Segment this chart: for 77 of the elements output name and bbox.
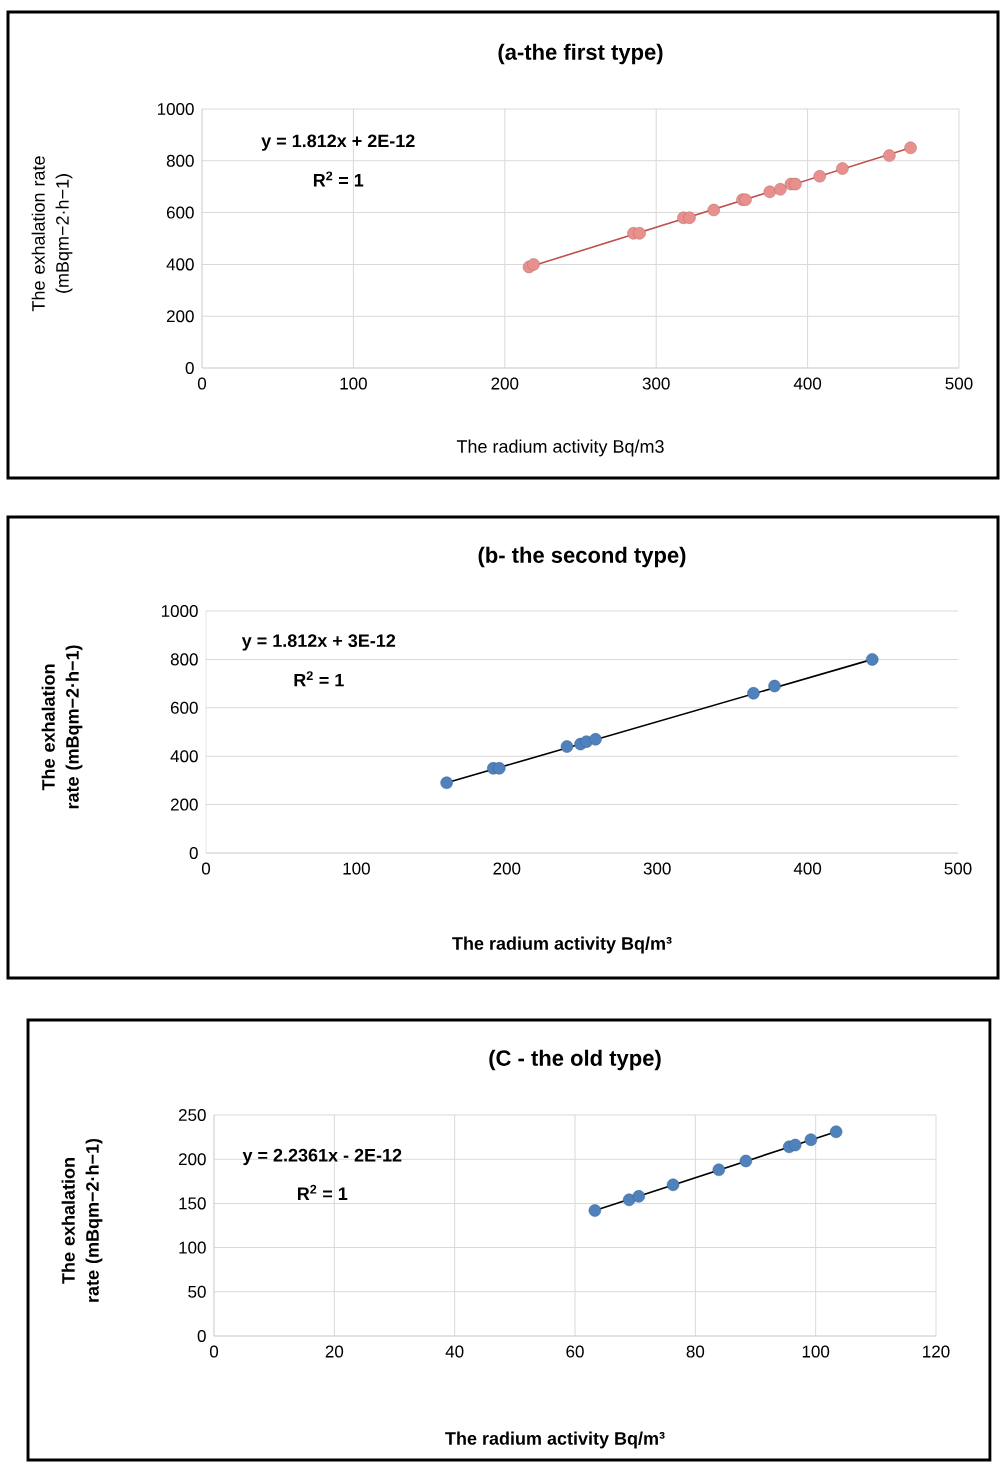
y-axis-title: The exhalation rate (mBqm−2·h−1): [31, 156, 73, 312]
point: [747, 687, 760, 700]
x-axis-title: The radium activity Bq/m³: [445, 1431, 665, 1449]
chart-title: (b- the second type): [478, 546, 686, 568]
y-tick-label: 600: [166, 206, 194, 219]
annotation: y = 2.2361x - 2E-12: [242, 1148, 402, 1166]
point: [829, 1125, 843, 1138]
x-tick-label: 120: [923, 1345, 950, 1358]
point: [763, 185, 776, 199]
y-tick-label: 1000: [161, 604, 198, 618]
annotation: R$^{2}$ = 1: [313, 171, 364, 187]
point: [683, 211, 696, 224]
point: [789, 1138, 802, 1152]
y-tick-label: 600: [170, 701, 198, 714]
x-tick-label: 40: [445, 1345, 464, 1358]
y-tick-label: 100: [179, 1241, 206, 1254]
point: [589, 733, 602, 746]
x-tick-label: 100: [343, 862, 370, 875]
y-tick-label: 150: [179, 1197, 206, 1210]
point: [883, 149, 896, 162]
x-tick-label: 500: [945, 377, 973, 390]
point: [836, 162, 849, 175]
y-tick-label: 0: [197, 1329, 206, 1343]
x-tick-label: 300: [643, 862, 671, 875]
x-tick-label: 200: [491, 377, 519, 390]
point: [527, 258, 540, 271]
x-tick-label: 0: [209, 1345, 219, 1358]
point: [622, 1193, 636, 1207]
point: [866, 653, 879, 666]
chart-title: (a-the first type): [498, 43, 663, 65]
y-tick-label: 200: [178, 1153, 206, 1166]
x-tick-label: 20: [325, 1345, 344, 1358]
x-tick-label: 300: [642, 377, 670, 390]
x-tick-label: 200: [493, 862, 521, 875]
x-tick-label: 60: [566, 1345, 584, 1358]
x-tick-label: 100: [802, 1345, 830, 1358]
point: [739, 1154, 753, 1168]
x-tick-label: 100: [340, 377, 367, 390]
point: [666, 1178, 680, 1192]
y-tick-label: 0: [185, 361, 194, 375]
point: [493, 762, 506, 775]
y-tick-label: 1000: [157, 102, 194, 116]
y-tick-label: 200: [170, 798, 198, 811]
y-axis-title: The exhalation rate (mBqm−2·h−1): [41, 645, 83, 809]
point: [813, 170, 826, 183]
x-tick-label: 500: [944, 862, 972, 875]
point: [588, 1204, 602, 1217]
x-axis-title: The radium activity Bq/m³: [452, 936, 672, 954]
point: [768, 679, 781, 693]
annotation: R$^{2}$ = 1: [297, 1184, 348, 1200]
y-tick-label: 800: [170, 653, 198, 666]
point: [633, 227, 646, 240]
point: [789, 177, 802, 191]
x-tick-label: 80: [686, 1345, 705, 1358]
y-tick-label: 800: [166, 154, 194, 167]
y-tick-label: 400: [170, 750, 198, 763]
y-tick-label: 250: [178, 1108, 206, 1122]
y-axis-title: The exhalation rate (mBqm−2·h−1): [61, 1138, 103, 1302]
point: [707, 203, 720, 217]
chart-title: (C - the old type): [489, 1049, 661, 1071]
annotation: y = 1.812x + 2E-12: [261, 134, 415, 151]
x-tick-label: 400: [793, 862, 822, 875]
y-tick-label: 200: [166, 310, 194, 323]
annotation: y = 1.812x + 3E-12: [241, 634, 396, 651]
x-tick-label: 400: [793, 377, 822, 390]
annotation: R$^{2}$ = 1: [294, 671, 344, 687]
x-axis-title: The radium activity Bq/m3: [456, 439, 664, 457]
y-tick-label: 50: [188, 1285, 206, 1298]
y-tick-label: 400: [166, 258, 194, 271]
point: [712, 1163, 725, 1176]
point: [774, 183, 787, 196]
point: [904, 141, 917, 155]
point: [804, 1133, 818, 1146]
point: [632, 1190, 645, 1203]
y-tick-label: 0: [189, 846, 198, 860]
point: [560, 740, 574, 753]
point: [440, 776, 453, 790]
